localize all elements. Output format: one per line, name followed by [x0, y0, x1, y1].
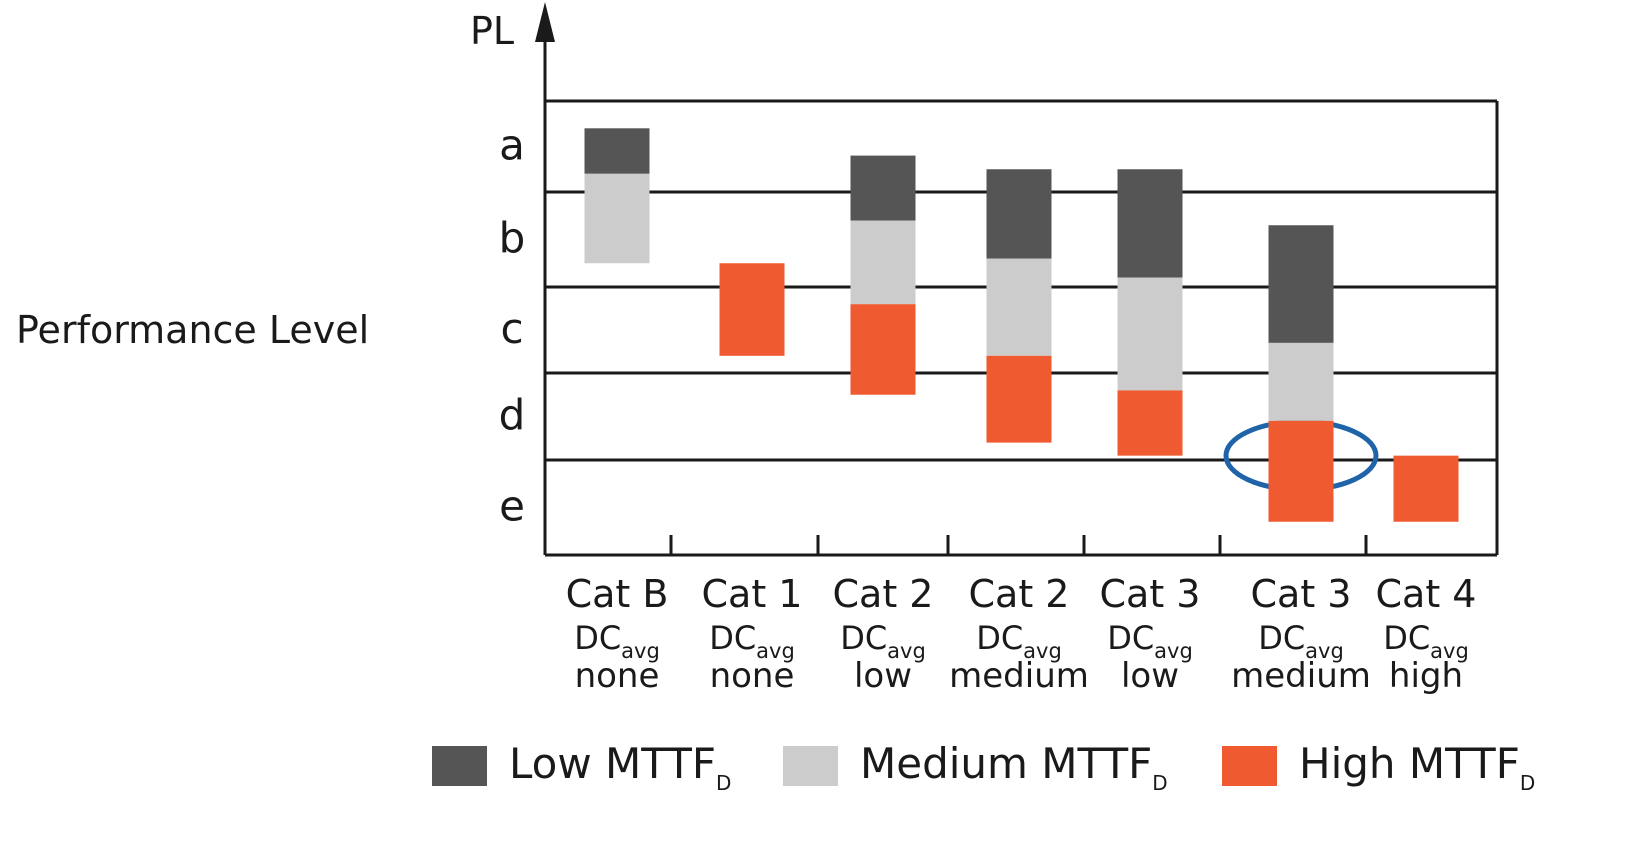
dc-label-subscript: avg [1305, 639, 1344, 663]
bar-segment [1117, 277, 1183, 391]
category-label: Cat B [566, 572, 669, 616]
y-level-label: c [500, 304, 523, 353]
dc-label: DCavg [840, 619, 926, 663]
dc-label: DCavg [709, 619, 795, 663]
bar-segment [1268, 342, 1334, 421]
legend-label: Medium MTTFD [860, 739, 1168, 795]
bar-segment [850, 220, 916, 305]
dc-level-label: high [1389, 656, 1463, 696]
legend-label: Low MTTFD [509, 739, 731, 795]
dc-level-label: low [854, 656, 912, 696]
dc-label: DCavg [976, 619, 1062, 663]
dc-level-label: medium [949, 656, 1089, 696]
dc-label: DCavg [574, 619, 660, 663]
category-label: Cat 3 [1100, 572, 1201, 616]
bar-segment [850, 155, 916, 221]
dc-level-label: none [575, 656, 660, 696]
dc-label-subscript: avg [621, 639, 660, 663]
dc-label-main: DC [1107, 619, 1154, 657]
bar-segment [986, 355, 1052, 443]
dc-label-main: DC [840, 619, 887, 657]
category-label: Cat 1 [702, 572, 803, 616]
bar-segment [1393, 455, 1459, 522]
legend-label-main: Medium MTTF [860, 739, 1152, 788]
bar-segment [1268, 225, 1334, 343]
bar-segment [719, 263, 785, 356]
legend-label-subscript: D [1520, 771, 1535, 795]
dc-label-subscript: avg [1430, 639, 1469, 663]
legend: Low MTTFD Medium MTTFD High MTTFD [432, 739, 1535, 795]
y-axis-arrow [535, 2, 555, 42]
category-label: Cat 3 [1251, 572, 1352, 616]
dc-label: DCavg [1383, 619, 1469, 663]
dc-label-main: DC [1258, 619, 1305, 657]
category-label: Cat 2 [969, 572, 1070, 616]
bar-segment [986, 258, 1052, 356]
bar-segment [1117, 169, 1183, 278]
legend-swatch [432, 746, 487, 786]
legend-label-subscript: D [716, 771, 731, 795]
bar-segment [1268, 420, 1334, 522]
dc-label-subscript: avg [887, 639, 926, 663]
dc-label: DCavg [1107, 619, 1193, 663]
dc-level-label: low [1121, 656, 1179, 696]
y-level-label: b [499, 214, 526, 263]
bar-segment [1117, 390, 1183, 456]
legend-label-subscript: D [1152, 771, 1167, 795]
dc-level-label: medium [1231, 656, 1371, 696]
legend-label-main: Low MTTF [509, 739, 716, 788]
y-level-label: a [499, 121, 525, 170]
y-level-label: e [499, 482, 525, 531]
legend-swatch [783, 746, 838, 786]
bar-segment [584, 128, 650, 174]
dc-label-main: DC [709, 619, 756, 657]
dc-label-subscript: avg [756, 639, 795, 663]
dc-label-subscript: avg [1154, 639, 1193, 663]
dc-label-main: DC [574, 619, 621, 657]
bar-segment [584, 173, 650, 264]
legend-label-main: High MTTF [1299, 739, 1520, 788]
category-label: Cat 4 [1376, 572, 1477, 616]
bar-segment [850, 304, 916, 395]
dc-label: DCavg [1258, 619, 1344, 663]
legend-swatch [1222, 746, 1277, 786]
dc-level-label: none [710, 656, 795, 696]
bar-segment [986, 169, 1052, 259]
dc-label-main: DC [1383, 619, 1430, 657]
dc-label-subscript: avg [1023, 639, 1062, 663]
legend-label: High MTTFD [1299, 739, 1535, 795]
bars-group [584, 128, 1459, 522]
y-axis-title: PL [470, 9, 514, 53]
side-label: Performance Level [16, 308, 369, 352]
category-label: Cat 2 [833, 572, 934, 616]
dc-label-main: DC [976, 619, 1023, 657]
y-level-label: d [499, 391, 526, 440]
